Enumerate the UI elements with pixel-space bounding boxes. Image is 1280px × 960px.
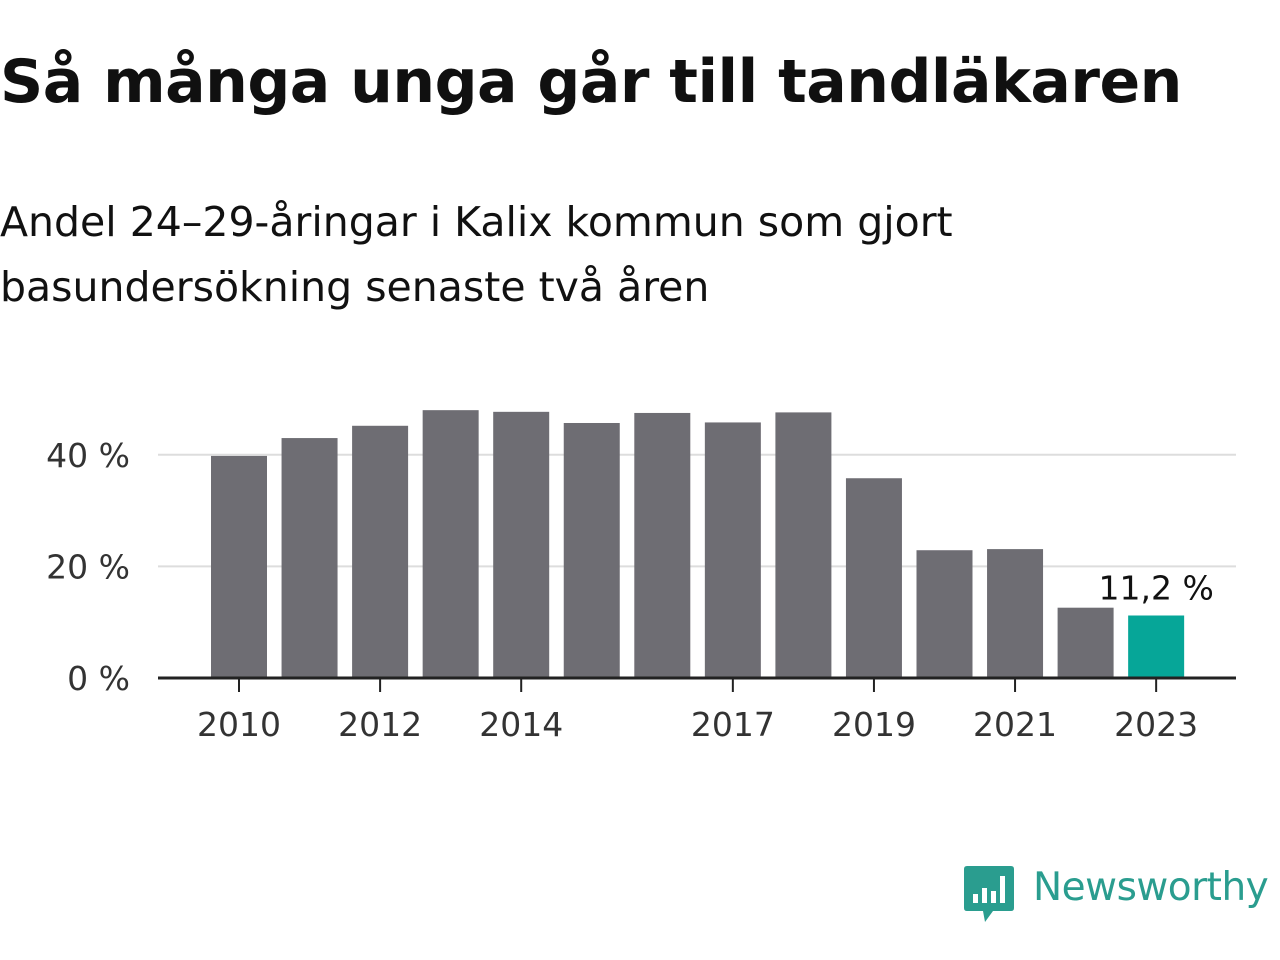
bar-2012 bbox=[352, 425, 409, 678]
y-tick-label: 0 % bbox=[67, 659, 130, 698]
bar-2013 bbox=[422, 410, 479, 678]
x-tick-label: 2012 bbox=[338, 705, 422, 744]
bar-2014 bbox=[493, 411, 550, 678]
bar-2020 bbox=[916, 550, 973, 678]
x-tick-label: 2010 bbox=[197, 705, 281, 744]
bar-2016 bbox=[634, 412, 691, 678]
bar-2010 bbox=[211, 455, 267, 678]
bar-chart-speech-bubble-icon bbox=[964, 866, 1014, 922]
y-tick-label: 40 % bbox=[46, 436, 130, 475]
brand-name: Newsworthy bbox=[1033, 865, 1269, 910]
chart-title: Så många unga går till tandläkaren bbox=[0, 47, 1182, 117]
bar-2018 bbox=[775, 412, 832, 678]
bar-2021 bbox=[987, 549, 1044, 678]
bar-2022 bbox=[1057, 607, 1114, 678]
x-tick-label: 2019 bbox=[832, 705, 916, 744]
bar-2023 bbox=[1128, 615, 1185, 678]
x-tick-label: 2023 bbox=[1114, 705, 1198, 744]
x-tick-label: 2014 bbox=[479, 705, 563, 744]
bar-2017 bbox=[704, 422, 761, 678]
x-tick-label: 2021 bbox=[973, 705, 1057, 744]
x-tick-label: 2017 bbox=[691, 705, 775, 744]
bar-2015 bbox=[563, 422, 620, 678]
bar-chart: 0 % 20 % 40 % 2010 2012 2014 2017 2019 2021 2023 1… bbox=[46, 410, 1236, 744]
highlight-value-label: 11,2 % bbox=[1098, 569, 1213, 608]
chart-subtitle: Andel 24–29-åringar i Kalix kommun som g… bbox=[0, 198, 953, 311]
bar-2011 bbox=[281, 438, 338, 678]
y-tick-label: 20 % bbox=[46, 547, 130, 586]
bar-2019 bbox=[845, 478, 902, 678]
